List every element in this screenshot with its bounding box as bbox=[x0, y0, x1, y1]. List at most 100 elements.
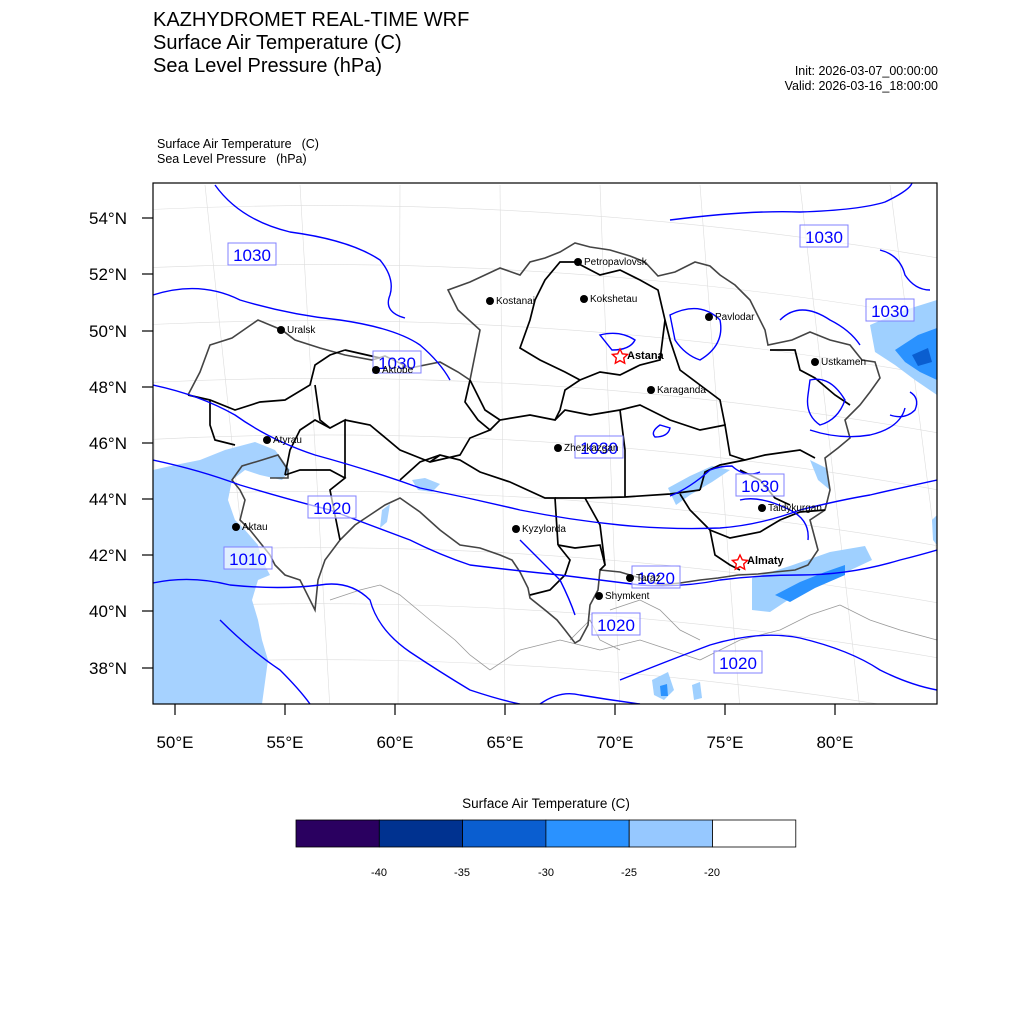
svg-text:Taldykurgan: Taldykurgan bbox=[768, 503, 822, 514]
colorbar-label: -35 bbox=[454, 867, 470, 879]
city-karaganda[interactable]: Karaganda bbox=[647, 385, 706, 396]
lat-labels: 54°N 52°N 50°N 48°N 46°N 44°N 42°N 40°N … bbox=[89, 209, 127, 678]
colorbar-swatch bbox=[712, 819, 797, 848]
isobar-label: 1030 bbox=[799, 224, 849, 248]
isobar-label: 1030 bbox=[735, 473, 785, 497]
lon-label: 75°E bbox=[706, 733, 743, 752]
colorbar-swatch bbox=[378, 819, 463, 848]
colorbar-title: Surface Air Temperature (C) bbox=[462, 796, 630, 811]
lon-label: 55°E bbox=[266, 733, 303, 752]
country-border bbox=[187, 242, 881, 645]
lon-label: 80°E bbox=[816, 733, 853, 752]
svg-text:1030: 1030 bbox=[233, 246, 271, 265]
colorbar-label: -30 bbox=[538, 867, 554, 879]
svg-text:Taraz: Taraz bbox=[636, 573, 660, 584]
lake-balkhash bbox=[668, 466, 730, 505]
city-shymkent[interactable]: Shymkent bbox=[595, 591, 650, 602]
svg-text:Karaganda: Karaganda bbox=[657, 385, 706, 396]
svg-text:1020: 1020 bbox=[637, 569, 675, 588]
lon-labels: 50°E 55°E 60°E 65°E 70°E 75°E 80°E bbox=[156, 733, 853, 752]
lat-label: 40°N bbox=[89, 602, 127, 621]
isobar-label: 1030 bbox=[372, 350, 422, 374]
oblast-boundaries bbox=[187, 261, 851, 596]
svg-text:1030: 1030 bbox=[871, 302, 909, 321]
isobar-label: 1030 bbox=[227, 242, 277, 266]
cold-shading bbox=[652, 300, 937, 700]
plot-title: KAZHYDROMET REAL-TIME WRF Surface Air Te… bbox=[153, 9, 469, 78]
svg-text:Zhezkazgan: Zhezkazgan bbox=[564, 443, 618, 454]
axis-ticks bbox=[142, 217, 836, 715]
city-zhezkazgan[interactable]: Zhezkazgan bbox=[554, 443, 618, 454]
city-kyzylorda[interactable]: Kyzylorda bbox=[512, 524, 566, 535]
svg-text:Pavlodar: Pavlodar bbox=[715, 312, 755, 323]
isobar-label: 1030 bbox=[574, 435, 624, 459]
svg-text:Kyzylorda: Kyzylorda bbox=[522, 524, 566, 535]
svg-text:Ustkamen: Ustkamen bbox=[821, 357, 866, 368]
city-uralsk[interactable]: Uralsk bbox=[277, 325, 316, 336]
svg-text:1030: 1030 bbox=[378, 354, 416, 373]
lat-label: 54°N bbox=[89, 209, 127, 228]
city-taldykurgan[interactable]: Taldykurgan bbox=[758, 503, 822, 514]
valid-time: Valid: 2026-03-16_18:00:00 bbox=[784, 79, 938, 93]
city-atyrau[interactable]: Atyrau bbox=[263, 435, 302, 446]
city-ustkamen[interactable]: Ustkamen bbox=[811, 357, 866, 368]
svg-text:Kokshetau: Kokshetau bbox=[590, 294, 637, 305]
svg-text:Shymkent: Shymkent bbox=[605, 591, 650, 602]
svg-text:1020: 1020 bbox=[597, 616, 635, 635]
subtitle-unit1: (C) bbox=[301, 137, 319, 151]
svg-text:1030: 1030 bbox=[580, 439, 618, 458]
aral-sea bbox=[412, 478, 440, 492]
city-almaty[interactable]: Almaty bbox=[730, 553, 785, 571]
colorbar bbox=[295, 819, 797, 848]
lat-label: 42°N bbox=[89, 546, 127, 565]
isobar-label: 1020 bbox=[307, 495, 357, 519]
variable-subtitle: Surface Air Temperature (C) Sea Level Pre… bbox=[157, 137, 319, 167]
lat-label: 50°N bbox=[89, 322, 127, 341]
lon-label: 50°E bbox=[156, 733, 193, 752]
map-area: 1030 1030 1030 1030 1030 1030 1020 1010 … bbox=[153, 183, 937, 704]
svg-text:1010: 1010 bbox=[229, 550, 267, 569]
isobar-label: 1020 bbox=[591, 612, 641, 636]
city-kokshetau[interactable]: Kokshetau bbox=[580, 294, 637, 305]
city-astana[interactable]: Astana bbox=[610, 347, 665, 365]
colorbar-swatch bbox=[545, 819, 630, 848]
svg-text:Petropavlovsk: Petropavlovsk bbox=[584, 257, 648, 268]
isobar-label: 1020 bbox=[631, 565, 681, 589]
svg-text:Kostanai: Kostanai bbox=[496, 296, 535, 307]
svg-text:Astana: Astana bbox=[627, 350, 665, 362]
isobar-labels: 1030 1030 1030 1030 1030 1030 1020 1010 … bbox=[223, 224, 915, 674]
lat-label: 46°N bbox=[89, 434, 127, 453]
svg-text:Aktobe: Aktobe bbox=[382, 365, 414, 376]
lat-label: 52°N bbox=[89, 265, 127, 284]
city-kostanai[interactable]: Kostanai bbox=[486, 296, 535, 307]
caspian-sea bbox=[153, 442, 290, 704]
neighbor-borders bbox=[329, 584, 937, 671]
city-petropavlovsk[interactable]: Petropavlovsk bbox=[574, 257, 648, 268]
city-markers: Petropavlovsk Kostanai Kokshetau Pavloda… bbox=[232, 257, 866, 602]
run-info: Init: 2026-03-07_00:00:00 Valid: 2026-03… bbox=[785, 64, 938, 94]
city-aktobe[interactable]: Aktobe bbox=[372, 365, 414, 376]
svg-text:1030: 1030 bbox=[805, 228, 843, 247]
subtitle-var1: Surface Air Temperature bbox=[157, 137, 292, 151]
city-aktau[interactable]: Aktau bbox=[232, 522, 268, 533]
svg-text:1030: 1030 bbox=[741, 477, 779, 496]
aral-sea-west bbox=[380, 504, 390, 528]
lat-label: 44°N bbox=[89, 490, 127, 509]
title-line-2: Surface Air Temperature (C) bbox=[153, 32, 402, 54]
city-taraz[interactable]: Taraz bbox=[626, 573, 660, 584]
isobar-label: 1030 bbox=[865, 298, 915, 322]
lat-label: 48°N bbox=[89, 378, 127, 397]
colorbar-label: -25 bbox=[621, 867, 637, 879]
capital-star-icon bbox=[610, 347, 630, 365]
lon-label: 60°E bbox=[376, 733, 413, 752]
city-pavlodar[interactable]: Pavlodar bbox=[705, 312, 755, 323]
svg-text:Uralsk: Uralsk bbox=[287, 325, 316, 336]
colorbar-swatch bbox=[628, 819, 713, 848]
svg-text:1020: 1020 bbox=[719, 654, 757, 673]
lat-label: 38°N bbox=[89, 659, 127, 678]
capital-star-icon bbox=[730, 553, 750, 571]
isobar-label: 1020 bbox=[713, 650, 763, 674]
colorbar-label: -20 bbox=[704, 867, 720, 879]
svg-text:1020: 1020 bbox=[313, 499, 351, 518]
